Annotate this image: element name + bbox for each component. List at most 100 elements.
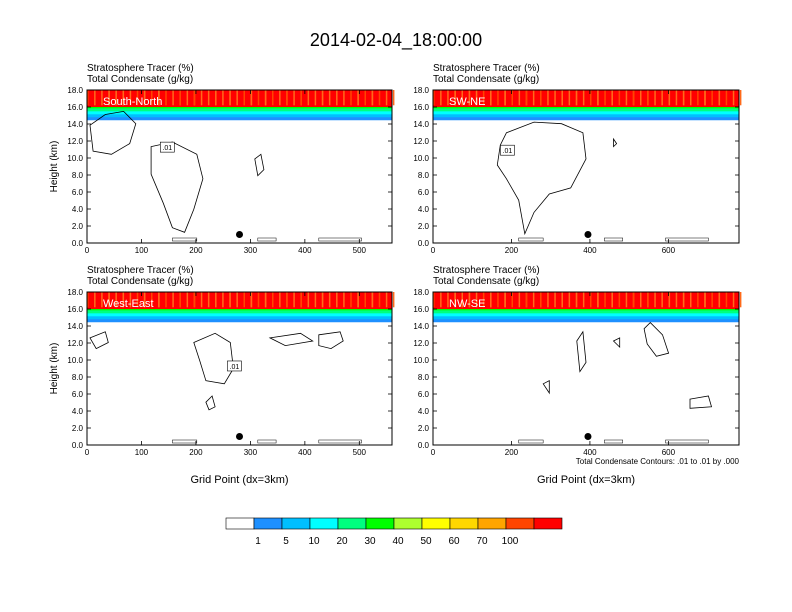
tracer-streak xyxy=(328,292,331,308)
tracer-streak xyxy=(257,90,260,106)
tracer-streak xyxy=(611,292,613,308)
tracer-streak xyxy=(568,90,571,106)
tracer-streak xyxy=(343,292,345,308)
y-tick-label: 14.0 xyxy=(413,120,429,129)
tracer-streak xyxy=(497,90,499,106)
tracer-streak xyxy=(336,292,338,308)
y-tick-label: 6.0 xyxy=(418,188,430,197)
tracer-streak xyxy=(625,292,628,308)
tracer-streak xyxy=(604,90,606,106)
panel-south-north xyxy=(86,89,395,244)
tracer-streak xyxy=(704,90,706,106)
tracer-streak xyxy=(143,90,146,106)
colorbar-swatch xyxy=(505,517,535,530)
y-tick-label: 4.0 xyxy=(72,407,84,416)
surface-contour xyxy=(518,237,544,242)
tracer-streak xyxy=(525,90,528,106)
y-tick-label: 0.0 xyxy=(72,239,84,248)
tracer-streak xyxy=(590,292,592,308)
tracer-band xyxy=(87,113,392,118)
y-tick-label: 14.0 xyxy=(67,120,83,129)
tracer-streak xyxy=(632,90,635,106)
x-tick-label: 200 xyxy=(505,448,519,457)
y-tick-label: 4.0 xyxy=(418,407,430,416)
tracer-streak xyxy=(497,292,499,308)
tracer-streak xyxy=(136,90,139,106)
condensate-contour xyxy=(268,332,314,347)
tracer-streak xyxy=(575,90,578,106)
condensate-contour xyxy=(205,395,216,411)
x-tick-label: 200 xyxy=(189,246,203,255)
tracer-streak xyxy=(597,292,599,308)
x-tick-label: 100 xyxy=(135,246,149,255)
condensate-contour xyxy=(542,380,550,395)
tracer-streak xyxy=(454,292,456,308)
y-tick-label: 2.0 xyxy=(418,424,430,433)
tracer-streak xyxy=(511,90,513,106)
x-axis-label: Grid Point (dx=3km) xyxy=(190,474,288,486)
tracer-streak xyxy=(697,90,699,106)
tracer-streak xyxy=(468,292,471,308)
y-tick-label: 8.0 xyxy=(72,373,84,382)
tracer-streak xyxy=(697,292,699,308)
contour-label: .01 xyxy=(503,148,513,155)
tracer-streak xyxy=(321,90,324,106)
y-tick-label: 2.0 xyxy=(72,424,84,433)
tracer-streak xyxy=(94,90,96,106)
tracer-streak xyxy=(165,292,167,308)
tracer-streak xyxy=(165,90,167,106)
tracer-streak xyxy=(590,90,592,106)
tracer-streak xyxy=(207,90,210,106)
contour-label-box xyxy=(227,360,242,372)
tracer-streak xyxy=(186,292,189,308)
tracer-streak xyxy=(547,90,549,106)
tracer-streak xyxy=(625,90,628,106)
tracer-streak xyxy=(371,90,374,106)
surface-contour xyxy=(604,439,623,444)
tracer-streak xyxy=(328,90,331,106)
y-tick-label: 6.0 xyxy=(72,188,84,197)
y-tick-label: 4.0 xyxy=(72,205,84,214)
tracer-streak xyxy=(532,292,535,308)
tracer-streak xyxy=(461,90,463,106)
tracer-streak xyxy=(682,292,685,308)
condensate-contour xyxy=(89,110,137,155)
x-axis-label: Grid Point (dx=3km) xyxy=(537,474,635,486)
colorbar-swatch xyxy=(337,517,367,530)
tracer-streak xyxy=(158,90,160,106)
tracer-streak xyxy=(357,292,359,308)
tracer-streak xyxy=(561,90,563,106)
tracer-streak xyxy=(307,292,310,308)
colorbar-label: 5 xyxy=(283,536,289,547)
tracer-streak xyxy=(540,90,542,106)
tracer-streak xyxy=(518,90,521,106)
contour-label-box xyxy=(160,141,175,153)
tracer-band xyxy=(87,309,392,314)
tracer-streak xyxy=(115,292,117,308)
tracer-streak xyxy=(193,90,196,106)
panel-nw-se xyxy=(432,291,742,446)
condensate-label: Total Condensate (g/kg) xyxy=(87,276,193,287)
condensate-label: Total Condensate (g/kg) xyxy=(433,74,539,85)
tracer-streak xyxy=(172,90,174,106)
colorbar-swatch xyxy=(225,517,255,530)
tracer-streak xyxy=(307,90,310,106)
surface-contour xyxy=(665,439,709,444)
y-tick-label: 12.0 xyxy=(67,339,83,348)
x-tick-label: 300 xyxy=(244,246,258,255)
tracer-streak xyxy=(215,90,217,106)
y-tick-label: 2.0 xyxy=(418,222,430,231)
colorbar-swatch xyxy=(309,517,339,530)
tracer-streak xyxy=(575,292,578,308)
tracer-streak xyxy=(243,90,245,106)
tracer-streak xyxy=(215,292,217,308)
y-tick-label: 12.0 xyxy=(413,137,429,146)
tracer-streak xyxy=(732,292,735,308)
y-tick-label: 14.0 xyxy=(67,322,83,331)
tracer-streak xyxy=(293,90,295,106)
tracer-streak xyxy=(392,292,395,308)
tracer-streak xyxy=(222,292,224,308)
x-tick-label: 500 xyxy=(353,246,367,255)
tracer-streak xyxy=(179,292,181,308)
tracer-streak xyxy=(675,292,678,308)
